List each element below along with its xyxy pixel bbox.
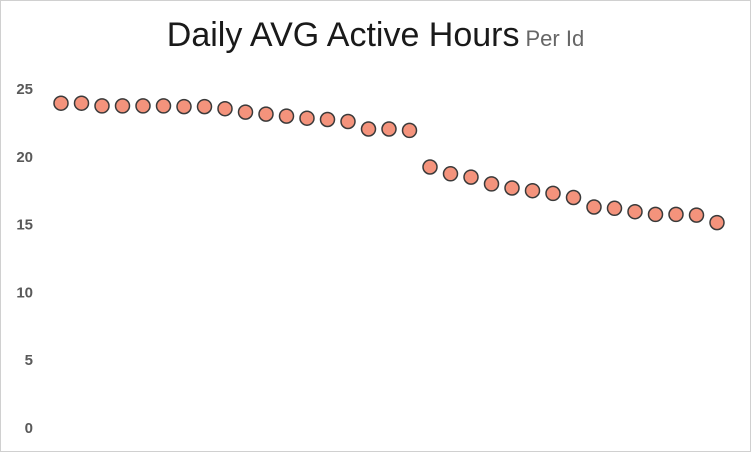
data-point bbox=[340, 113, 356, 130]
data-point bbox=[606, 200, 623, 217]
data-point bbox=[545, 185, 561, 202]
data-point bbox=[463, 169, 479, 185]
data-point bbox=[319, 111, 336, 128]
chart-title-main: Daily AVG Active Hours bbox=[166, 16, 520, 54]
data-points bbox=[53, 95, 725, 231]
data-point bbox=[196, 98, 213, 115]
data-point bbox=[237, 104, 254, 120]
y-tick-label: 10 bbox=[16, 284, 33, 301]
data-point bbox=[155, 98, 172, 114]
data-point bbox=[278, 108, 295, 124]
data-point bbox=[73, 95, 90, 111]
data-point bbox=[586, 199, 602, 215]
data-point bbox=[176, 98, 192, 115]
y-tick-label: 5 bbox=[25, 352, 33, 369]
data-point bbox=[422, 159, 438, 175]
chart-title: Daily AVG Active Hours Per Id bbox=[0, 18, 751, 52]
data-point bbox=[647, 206, 664, 223]
y-tick-label: 15 bbox=[16, 217, 33, 234]
data-point bbox=[360, 121, 377, 137]
data-point bbox=[401, 122, 418, 139]
data-point bbox=[668, 206, 684, 223]
data-point bbox=[504, 180, 520, 196]
data-point bbox=[258, 106, 274, 122]
data-point bbox=[94, 98, 110, 114]
data-point bbox=[688, 207, 705, 223]
data-point bbox=[524, 182, 541, 199]
y-axis-ticks: 0 5 10 15 20 25 bbox=[16, 81, 33, 437]
data-point bbox=[627, 203, 643, 220]
y-tick-label: 25 bbox=[16, 81, 33, 98]
data-point bbox=[114, 98, 131, 114]
y-tick-label: 20 bbox=[16, 149, 33, 166]
data-point bbox=[442, 166, 459, 182]
data-point bbox=[381, 121, 397, 137]
data-point bbox=[135, 98, 151, 114]
data-point bbox=[299, 110, 315, 126]
data-point bbox=[53, 95, 69, 111]
chart-subtitle: Per Id bbox=[525, 26, 585, 51]
data-point bbox=[217, 100, 233, 117]
data-point bbox=[709, 214, 725, 231]
data-point bbox=[565, 189, 582, 206]
y-tick-label: 0 bbox=[25, 420, 33, 437]
data-point bbox=[483, 176, 500, 192]
